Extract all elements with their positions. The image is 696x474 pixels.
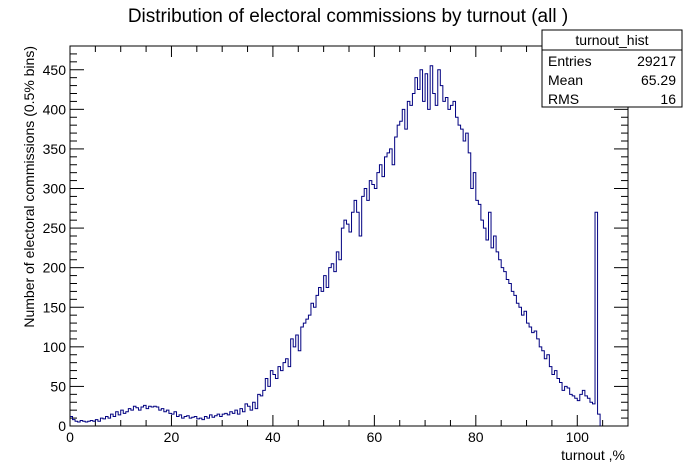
y-tick-label: 0 <box>58 418 66 434</box>
x-axis-label: turnout ,% <box>561 447 625 463</box>
stats-box-frame <box>541 29 683 108</box>
y-tick-label: 100 <box>43 339 67 355</box>
x-tick-label: 20 <box>164 429 180 445</box>
histogram-series-line <box>70 65 601 426</box>
x-tick-label: 80 <box>468 429 484 445</box>
y-tick-label: 250 <box>43 220 67 236</box>
y-tick-label: 450 <box>43 62 67 78</box>
chart-title: Distribution of electoral commissions by… <box>128 6 568 27</box>
stats-entries-value: 29217 <box>637 53 676 69</box>
stats-entries-label: Entries <box>548 53 592 69</box>
y-tick-label: 150 <box>43 299 67 315</box>
y-tick-label: 50 <box>50 378 66 394</box>
y-tick-label: 200 <box>43 260 67 276</box>
x-tick-label: 60 <box>367 429 383 445</box>
stats-mean-label: Mean <box>548 72 583 88</box>
stats-rms-value: 16 <box>660 91 676 107</box>
x-tick-label: 100 <box>566 429 590 445</box>
stats-box: turnout_hist Entries 29217 Mean 65.29 RM… <box>541 29 683 108</box>
x-tick-label: 40 <box>265 429 281 445</box>
stats-mean-value: 65.29 <box>641 72 676 88</box>
stats-rms-label: RMS <box>548 91 579 107</box>
y-tick-label: 300 <box>43 181 67 197</box>
y-axis-label: Number of electoral commissions (0.5% bi… <box>21 46 37 328</box>
stats-box-name: turnout_hist <box>575 32 648 48</box>
x-tick-label: 0 <box>66 429 74 445</box>
y-tick-label: 350 <box>43 141 67 157</box>
y-tick-label: 400 <box>43 101 67 117</box>
